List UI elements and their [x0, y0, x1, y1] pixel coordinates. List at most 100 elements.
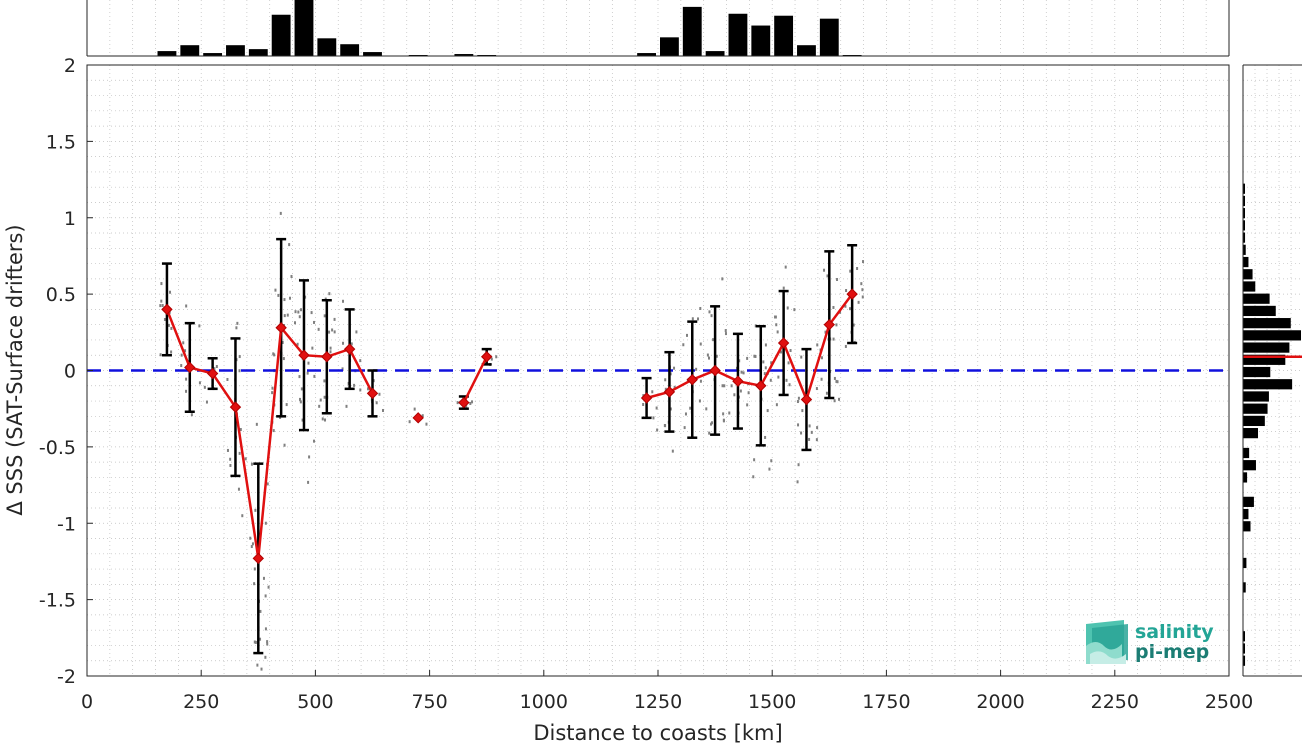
y-axis-ticks: -2 -1.5 -1 -0.5 0 0.5 1 1.5 2 — [39, 55, 93, 688]
scatter-point — [324, 418, 327, 422]
x-tick-label: 1750 — [862, 691, 910, 713]
scatter-point — [787, 361, 790, 365]
y-tick-label: -0.5 — [39, 437, 76, 459]
right-histogram-bar — [1243, 281, 1256, 292]
scatter-point — [341, 367, 344, 371]
scatter-point — [321, 417, 324, 421]
scatter-point — [710, 421, 713, 425]
top-histogram-bar — [637, 53, 656, 56]
right-histogram-bar — [1243, 354, 1286, 365]
right-histogram-bar — [1243, 293, 1270, 304]
top-histogram-bar — [226, 45, 245, 56]
scatter-point — [770, 361, 773, 365]
scatter-point — [856, 266, 859, 270]
scatter-point — [198, 324, 201, 328]
right-histogram-bar — [1243, 428, 1259, 439]
scatter-point — [299, 308, 302, 312]
scatter-point — [768, 467, 771, 471]
scatter-point — [318, 404, 321, 408]
scatter-point — [260, 667, 263, 671]
x-tick-label: 750 — [411, 691, 447, 713]
scatter-point — [471, 400, 474, 404]
scatter-point — [159, 304, 162, 308]
logo-text-line2: pi-mep — [1135, 641, 1209, 663]
mean-marker — [343, 343, 356, 355]
top-histogram-bar — [271, 14, 291, 56]
scatter-point — [285, 403, 288, 407]
scatter-point — [715, 354, 718, 358]
mean-marker — [480, 351, 493, 363]
scatter-point — [753, 458, 756, 462]
scatter-point — [342, 299, 345, 303]
scatter-point — [259, 637, 262, 641]
scatter-point — [264, 594, 267, 598]
scatter-point — [763, 372, 766, 376]
scatter-point — [262, 576, 265, 580]
top-histogram-bar — [157, 51, 177, 56]
scatter-point — [185, 389, 188, 393]
scatter-point — [800, 355, 803, 359]
scatter-point — [359, 388, 362, 392]
right-histogram-bar — [1243, 195, 1245, 207]
scatter-point — [673, 385, 676, 389]
scatter-point — [774, 315, 777, 319]
scatter-point — [835, 323, 838, 327]
main-plot-area — [86, 64, 1230, 677]
top-histogram-bar — [248, 49, 268, 56]
scatter-point — [253, 640, 256, 644]
mean-marker — [732, 375, 744, 387]
scatter-point — [752, 475, 755, 479]
scatter-point — [170, 326, 173, 330]
mean-marker — [709, 364, 721, 377]
scatter-point — [789, 349, 792, 353]
scatter-point — [254, 508, 257, 512]
scatter-point — [808, 424, 811, 428]
scatter-point — [205, 400, 208, 404]
scatter-point — [235, 326, 238, 330]
top-histogram-grid — [109, 0, 1207, 56]
scatter-point — [297, 310, 300, 314]
y-tick-label: 2 — [64, 55, 76, 77]
right-histogram-bar — [1243, 342, 1290, 353]
scatter-point — [815, 387, 818, 391]
mean-marker — [458, 396, 470, 409]
scatter-point — [323, 379, 326, 383]
mean-marker — [252, 552, 265, 565]
scatter-point — [708, 310, 711, 314]
scatter-point — [323, 314, 326, 318]
scatter-point — [308, 455, 311, 459]
right-histogram-bar — [1243, 220, 1245, 231]
scatter-point — [730, 384, 733, 388]
x-tick-label: 1250 — [634, 691, 682, 713]
scatter-point — [820, 377, 823, 381]
scatter-point — [833, 376, 836, 380]
scatter-point — [823, 268, 826, 272]
scatter-point — [797, 423, 800, 427]
scatter-point — [766, 409, 769, 413]
scatter-point — [329, 346, 332, 350]
scatter-point — [286, 313, 289, 317]
x-tick-label: 2250 — [1091, 691, 1139, 713]
top-histogram-bar — [751, 25, 771, 56]
scatter-point — [699, 379, 702, 383]
scatter-point — [815, 438, 818, 442]
scatter-point — [226, 377, 229, 381]
right-histogram-bar — [1243, 244, 1246, 255]
scatter-point — [329, 350, 332, 354]
mean-marker — [663, 386, 676, 398]
scatter-point — [244, 457, 247, 461]
scatter-point — [271, 386, 274, 390]
scatter-point — [800, 431, 803, 435]
scatter-point — [229, 463, 232, 467]
top-histogram-bar — [819, 18, 839, 57]
scatter-point — [797, 463, 800, 467]
scatter-point — [671, 449, 674, 453]
scatter-point — [160, 282, 163, 286]
scatter-point — [685, 333, 688, 337]
scatter-point — [355, 330, 358, 334]
scatter-point — [198, 381, 201, 385]
scatter-point — [852, 323, 855, 327]
scatter-point — [317, 327, 320, 331]
scatter-point — [746, 403, 749, 407]
